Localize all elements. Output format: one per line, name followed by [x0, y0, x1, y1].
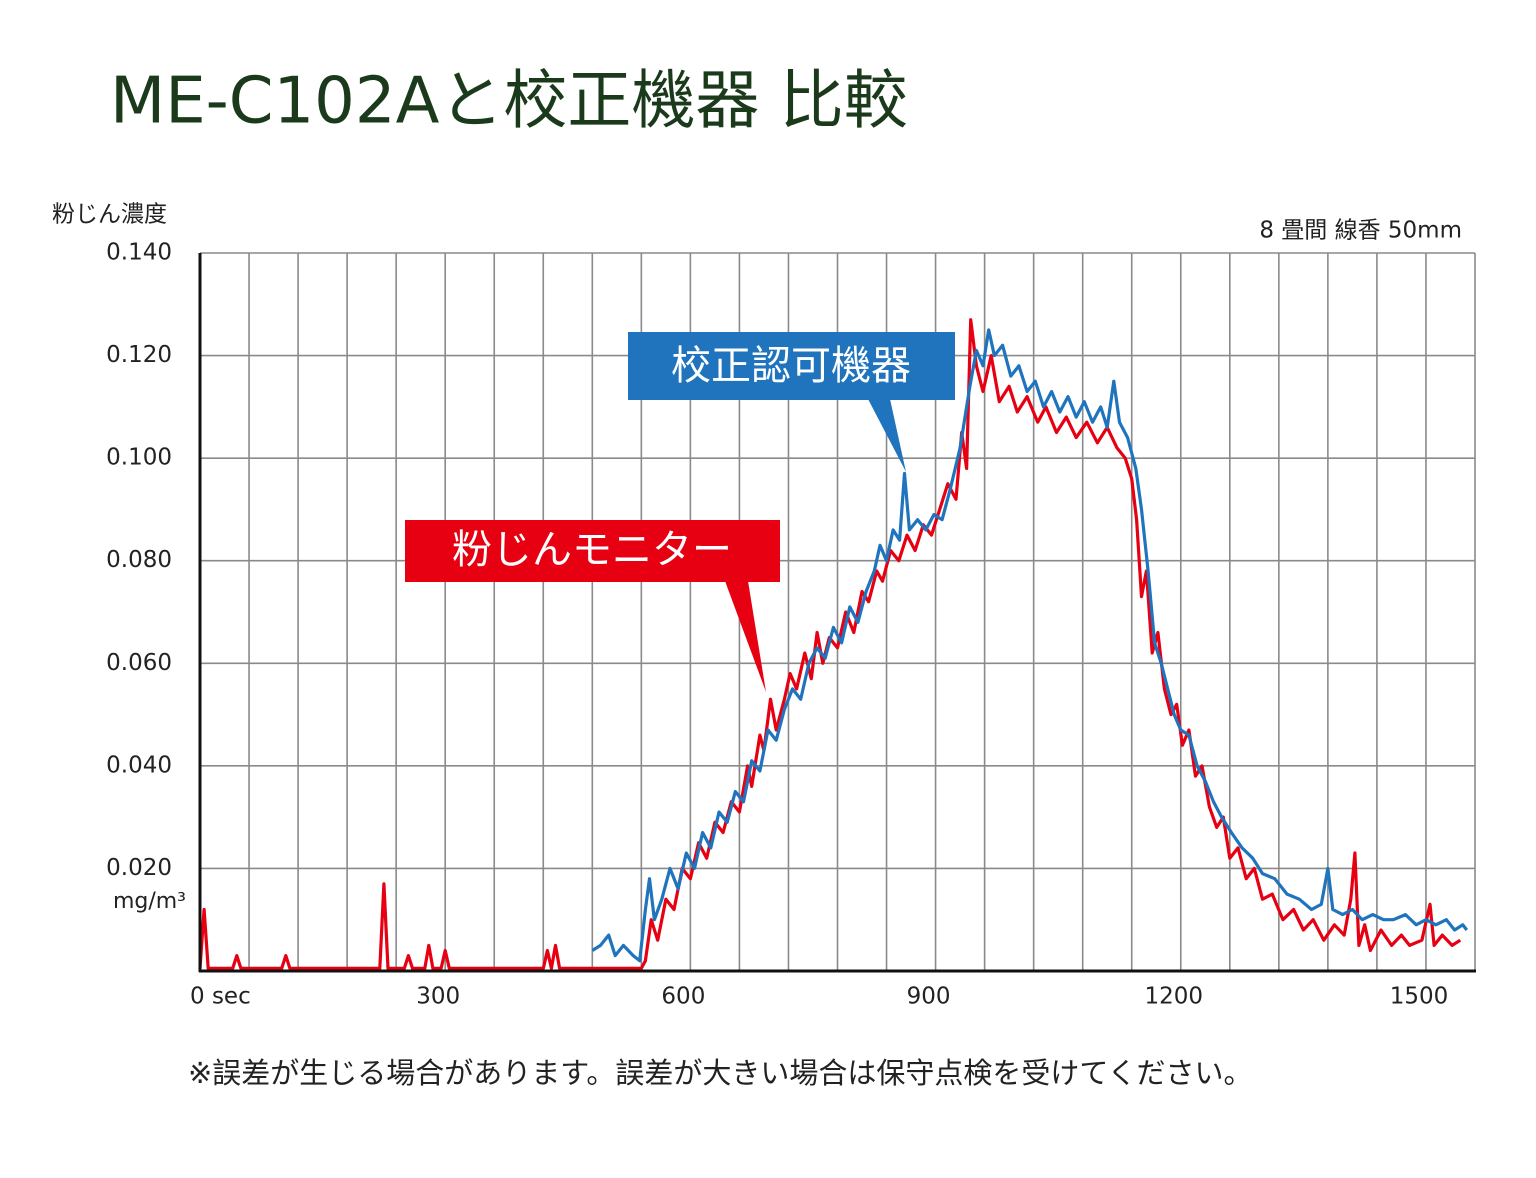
y-unit: mg/m³: [113, 889, 186, 914]
x-tick-label: 0 sec: [190, 984, 251, 1010]
condition: 8 畳間 線香 50mm: [1259, 218, 1462, 244]
y-tick-label: 0.060: [106, 650, 172, 676]
y-axis-label: 粉じん濃度: [52, 202, 167, 228]
y-tick-label: 0.040: [106, 752, 172, 778]
callout-label: 校正認可機器: [671, 343, 911, 389]
lines: [198, 318, 1469, 970]
callout-blue: 校正認可機器: [628, 332, 955, 472]
callout-label: 粉じんモニター: [452, 527, 732, 573]
x-tick-label: 1500: [1390, 984, 1449, 1010]
callout-pointer: [868, 399, 906, 472]
footnote: ※誤差が生じる場合があります。誤差が大きい場合は保守点検を受けてください。: [188, 1056, 1253, 1090]
x-tick-label: 900: [907, 984, 951, 1010]
callout-box: [405, 520, 780, 582]
x-tick-label: 600: [661, 984, 705, 1010]
y-tick-label: 0.100: [106, 445, 172, 471]
x-tick-label: 300: [416, 984, 460, 1010]
callout-red: 粉じんモニター: [405, 520, 780, 692]
y-tick-label: 0.140: [106, 240, 172, 266]
callout-pointer: [725, 581, 766, 692]
y-tick-label: 0.020: [106, 855, 172, 881]
series-line: [198, 318, 1462, 970]
x-tick-label: 1200: [1144, 984, 1203, 1010]
callout-box: [628, 332, 955, 400]
series-line: [591, 328, 1469, 963]
y-tick-label: 0.080: [106, 547, 172, 573]
chart-title: ME-C102Aと校正機器 比較: [110, 65, 908, 139]
y-tick-label: 0.120: [106, 342, 172, 368]
